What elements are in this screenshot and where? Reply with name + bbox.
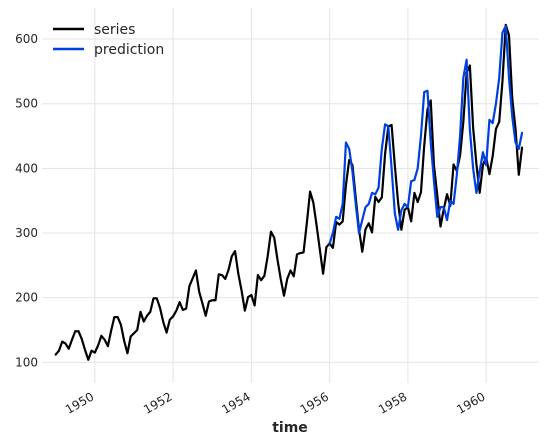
y-tick-label-200: 200	[15, 291, 38, 305]
series-line-series	[54, 23, 524, 361]
series-line-prediction	[328, 25, 524, 245]
y-tick-label-100: 100	[15, 355, 38, 369]
legend-label-series: series	[94, 22, 135, 38]
y-tick-label-300: 300	[15, 226, 38, 240]
y-tick-label-400: 400	[15, 161, 38, 175]
x-tick-label-1952: 1952	[141, 389, 174, 416]
y-tick-label-600: 600	[15, 32, 38, 46]
x-tick-label-1954: 1954	[219, 389, 252, 416]
tick-labels: 1950 1952 1954 1956 1958 1960 100 200 300 400 500 6…	[15, 32, 488, 417]
x-tick-label-1960: 1960	[454, 389, 487, 416]
y-tick-label-500: 500	[15, 97, 38, 111]
legend-label-prediction: prediction	[94, 42, 164, 58]
x-tick-label-1950: 1950	[63, 389, 96, 416]
x-axis-title: time	[272, 420, 308, 436]
series-lines	[54, 23, 524, 361]
x-tick-label-1958: 1958	[376, 389, 409, 416]
grid	[42, 8, 539, 383]
legend: series prediction	[53, 22, 164, 58]
x-tick-label-1956: 1956	[298, 389, 331, 416]
